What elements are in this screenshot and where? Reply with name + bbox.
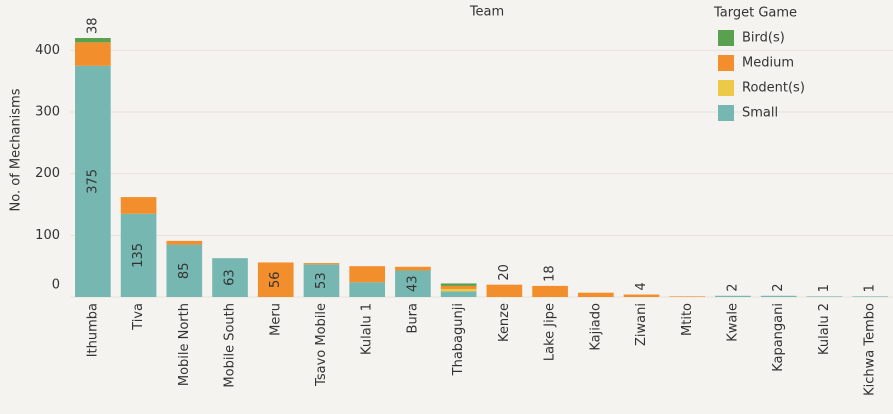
value-label: 63 <box>223 269 238 286</box>
value-label: 85 <box>177 263 192 280</box>
bar-segment <box>577 292 614 297</box>
bar-segment <box>532 285 568 297</box>
bar-segment <box>120 213 157 297</box>
legend-label: Medium <box>742 56 794 71</box>
bar-segment <box>75 65 111 297</box>
bar-segment <box>760 295 797 297</box>
legend-label: Small <box>742 106 778 121</box>
y-tick-label: 300 <box>35 105 60 120</box>
y-tick-label: 0 <box>52 278 60 293</box>
x-tick-label: Bura <box>405 303 420 333</box>
value-label: 18 <box>543 265 558 282</box>
x-tick-label: Ithumba <box>85 303 100 357</box>
x-tick-label: Thabagunji <box>451 303 466 376</box>
bar-segment <box>440 285 477 289</box>
bar-segment <box>669 296 706 297</box>
bar-segment <box>852 296 888 297</box>
chart-title: Team <box>469 5 504 20</box>
x-tick-label: Mobile North <box>177 303 192 386</box>
value-label: 1 <box>817 284 832 292</box>
x-tick-label: Meru <box>268 303 283 336</box>
value-label: 38 <box>85 17 100 34</box>
legend-label: Rodent(s) <box>742 81 805 96</box>
x-tick-label: Kajiado <box>588 303 603 351</box>
x-tick-label: Kulalu 2 <box>817 303 832 355</box>
x-tick-label: Kapangani <box>771 303 786 372</box>
x-tick-label: Ziwani <box>634 303 649 346</box>
value-label: 53 <box>314 272 329 289</box>
bar-segment <box>257 262 294 297</box>
bar-segment <box>75 38 111 43</box>
y-tick-label: 400 <box>35 43 60 58</box>
value-label: 375 <box>85 169 100 194</box>
bar-segment <box>166 244 203 297</box>
bar-segment <box>440 288 477 292</box>
bar-segment <box>395 266 431 271</box>
x-tick-label: Mobile South <box>223 303 238 388</box>
value-label: 2 <box>725 283 740 291</box>
bar-segment <box>623 294 660 297</box>
value-label: 43 <box>405 275 420 292</box>
x-tick-label: Tsavo Mobile <box>314 303 329 387</box>
x-tick-label: Tiva <box>131 303 146 331</box>
y-axis-label: No. of Mechanisms <box>9 88 24 211</box>
bar-segment <box>303 264 340 297</box>
value-label: 135 <box>131 243 146 268</box>
bar-segment <box>349 282 386 297</box>
x-tick-label: Kichwa Tembo <box>863 303 878 396</box>
bar-segment <box>120 197 157 214</box>
x-tick-label: Kenze <box>497 303 512 342</box>
bar-segment <box>715 295 751 297</box>
value-label: 4 <box>634 282 649 290</box>
legend-swatch <box>718 30 734 46</box>
bar-segment <box>806 296 843 297</box>
legend-title: Target Game <box>713 6 797 21</box>
legend-swatch <box>718 55 734 71</box>
value-label: 2 <box>771 283 786 291</box>
y-tick-label: 100 <box>35 228 60 243</box>
bar-segment <box>303 263 340 265</box>
bar-segment <box>440 291 477 297</box>
x-tick-label: Kulalu 1 <box>360 303 375 355</box>
bar-segment <box>166 240 203 245</box>
legend-swatch <box>718 105 734 121</box>
bar-segment <box>440 283 477 286</box>
x-tick-label: Mtito <box>680 303 695 336</box>
bar-segment <box>212 258 248 297</box>
value-label: 56 <box>268 271 283 288</box>
x-tick-label: Kwale <box>725 303 740 342</box>
x-tick-label: Lake Jipe <box>543 303 558 361</box>
value-label: 20 <box>497 264 512 281</box>
legend-label: Bird(s) <box>742 31 785 46</box>
value-label: 1 <box>863 284 878 292</box>
bar-segment <box>75 42 111 66</box>
bar-segment <box>486 284 523 297</box>
bar-segment <box>395 270 431 297</box>
legend-swatch <box>718 80 734 96</box>
bar-segment <box>349 266 386 283</box>
y-tick-label: 200 <box>35 166 60 181</box>
